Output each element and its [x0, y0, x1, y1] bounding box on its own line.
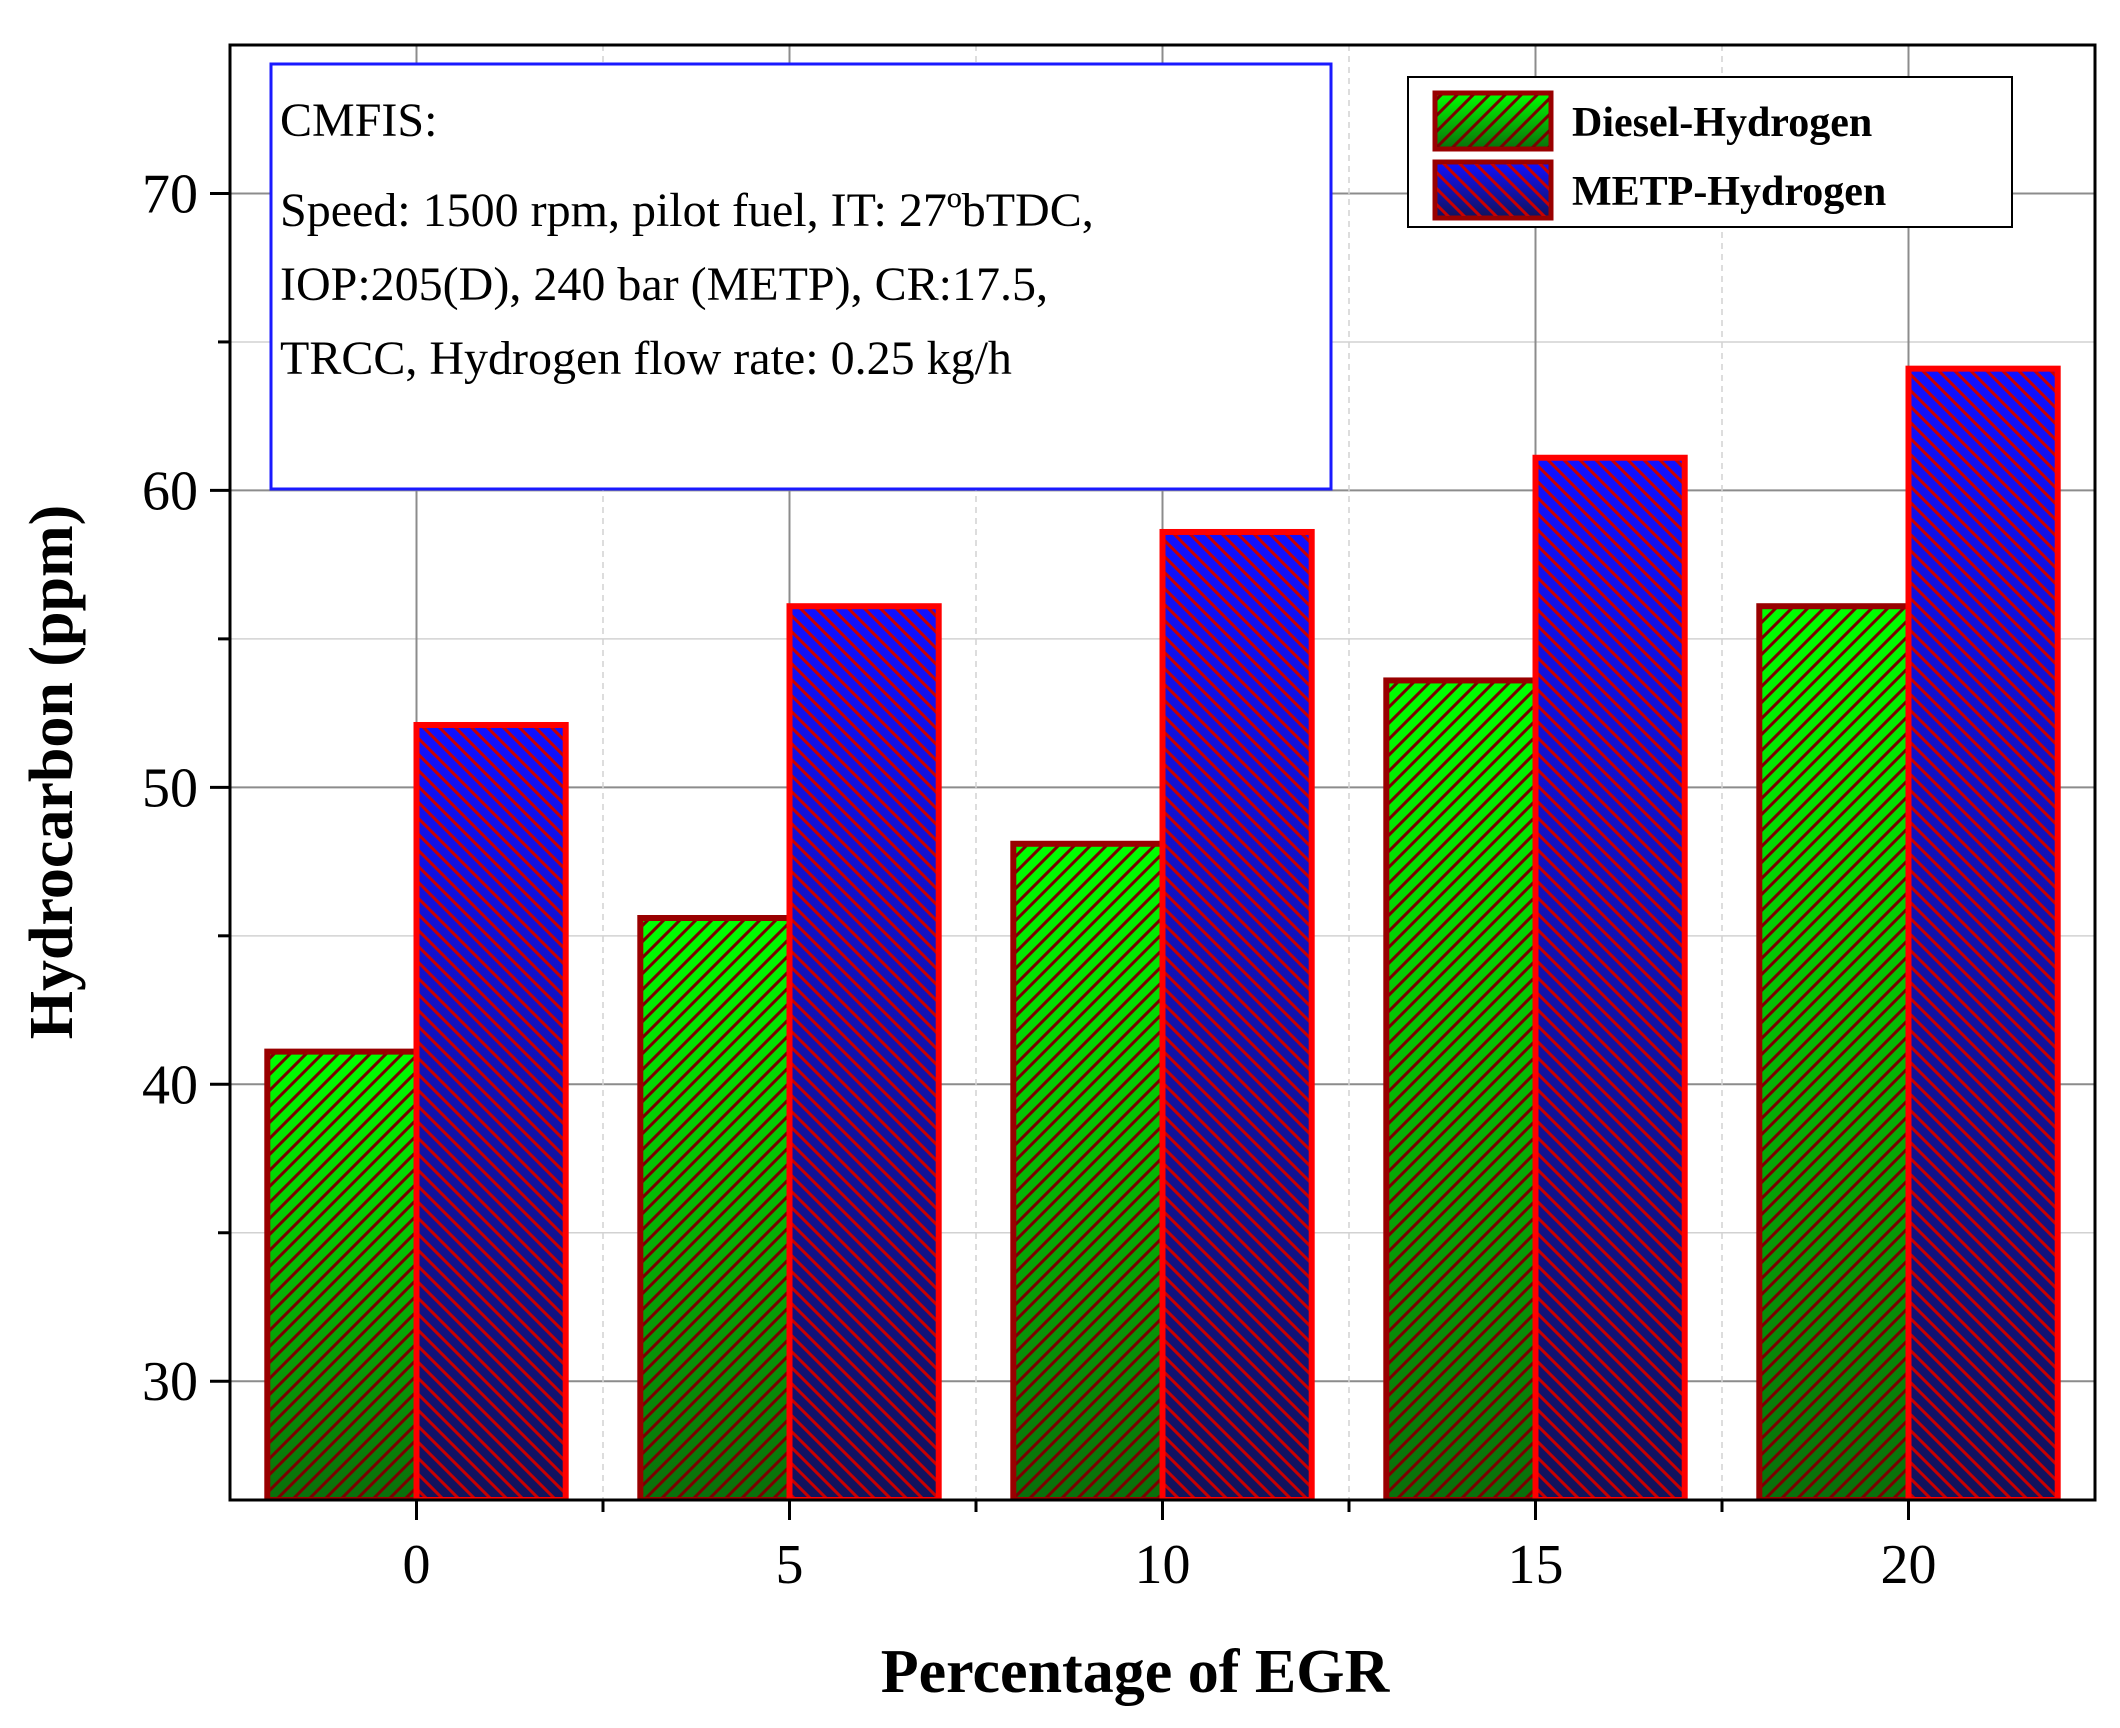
- bar-hatch-metp-hydrogen-egr-20: [1905, 365, 2061, 1500]
- legend-label-metp-hydrogen: METP-Hydrogen: [1572, 169, 1886, 215]
- legend-item-metp-hydrogen[interactable]: METP-Hydrogen: [1432, 159, 1886, 221]
- x-tick-label: 20: [1881, 1534, 1937, 1596]
- y-tick-label: 50: [142, 757, 198, 819]
- legend-swatch-hatch-diesel-hydrogen: [1437, 95, 1549, 147]
- legend-item-diesel-hydrogen[interactable]: Diesel-Hydrogen: [1432, 90, 1872, 152]
- x-axis-title: Percentage of EGR: [881, 1638, 1391, 1706]
- bar-hatch-diesel-hydrogen-egr-10: [1010, 840, 1166, 1500]
- bar-hatch-metp-hydrogen-egr-15: [1532, 454, 1688, 1500]
- axes: 30 40 50 60 70 0 5 10 15 20: [142, 163, 1937, 1596]
- x-tick-label: 15: [1508, 1534, 1564, 1596]
- annotation-line-4: TRCC, Hydrogen flow rate: 0.25 kg/h: [280, 332, 1012, 385]
- bar-hatch-metp-hydrogen-egr-5: [786, 603, 942, 1500]
- annotation-line-3: IOP:205(D), 240 bar (METP), CR:17.5,: [280, 258, 1048, 311]
- legend-label-diesel-hydrogen: Diesel-Hydrogen: [1572, 100, 1872, 146]
- x-tick-label: 5: [776, 1534, 804, 1596]
- legend-swatch-hatch-metp-hydrogen: [1437, 164, 1549, 216]
- annotation-line-1: CMFIS:: [280, 94, 437, 147]
- bar-hatch-diesel-hydrogen-egr-20: [1756, 603, 1912, 1500]
- y-tick-label: 40: [142, 1054, 198, 1116]
- bar-hatch-metp-hydrogen-egr-10: [1159, 528, 1315, 1500]
- x-tick-label: 0: [403, 1534, 431, 1596]
- bar-hatch-diesel-hydrogen-egr-5: [637, 915, 793, 1500]
- x-tick-label: 10: [1135, 1534, 1191, 1596]
- bar-hatch-diesel-hydrogen-egr-15: [1383, 677, 1539, 1500]
- y-tick-label: 60: [142, 460, 198, 522]
- bar-hatch-metp-hydrogen-egr-0: [413, 721, 569, 1500]
- annotation-box: CMFIS: Speed: 1500 rpm, pilot fuel, IT: …: [269, 62, 1333, 491]
- bar-hatch-diesel-hydrogen-egr-0: [264, 1048, 420, 1500]
- y-axis-title: Hydrocarbon (ppm): [18, 505, 86, 1040]
- bars: [264, 365, 2061, 1500]
- y-tick-label: 70: [142, 163, 198, 225]
- y-tick-label: 30: [142, 1351, 198, 1413]
- annotation-line-2: Speed: 1500 rpm, pilot fuel, IT: 27ºbTDC…: [280, 184, 1094, 237]
- legend[interactable]: Diesel-Hydrogen METP-Hydrogen: [1407, 76, 2013, 228]
